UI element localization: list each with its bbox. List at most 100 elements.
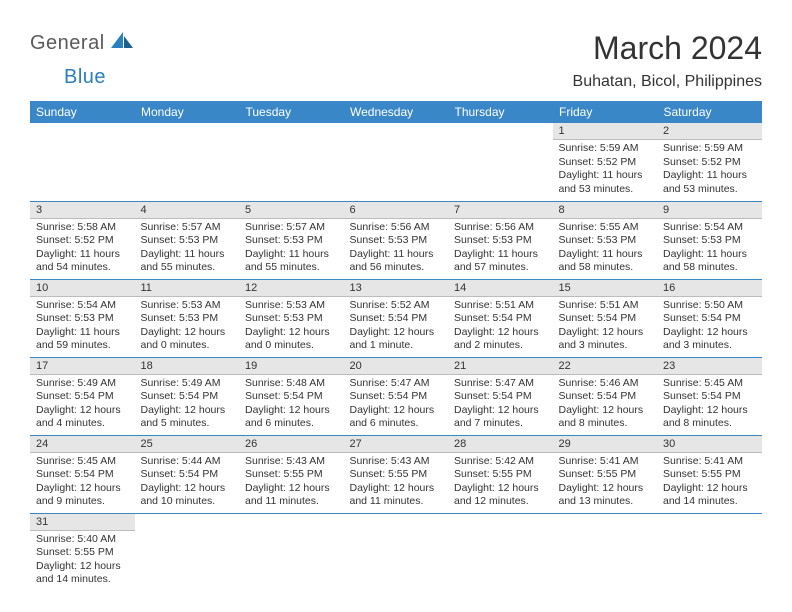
day-number: 14 <box>448 280 553 297</box>
daylight-text: Daylight: 12 hours and 5 minutes. <box>141 404 236 431</box>
day-number: 28 <box>448 436 553 453</box>
sunrise-text: Sunrise: 5:43 AM <box>245 455 340 469</box>
sunrise-text: Sunrise: 5:45 AM <box>663 377 758 391</box>
daylight-text: Daylight: 12 hours and 6 minutes. <box>245 404 340 431</box>
weekday-header: Saturday <box>657 101 762 123</box>
calendar-cell: 25Sunrise: 5:44 AMSunset: 5:54 PMDayligh… <box>135 435 240 513</box>
day-number: 31 <box>30 514 135 531</box>
sunset-text: Sunset: 5:52 PM <box>663 156 758 170</box>
sunrise-text: Sunrise: 5:44 AM <box>141 455 236 469</box>
calendar-cell: 2Sunrise: 5:59 AMSunset: 5:52 PMDaylight… <box>657 123 762 201</box>
sunrise-text: Sunrise: 5:47 AM <box>350 377 445 391</box>
calendar-cell: .. <box>448 123 553 201</box>
calendar-cell: 22Sunrise: 5:46 AMSunset: 5:54 PMDayligh… <box>553 357 658 435</box>
sunrise-text: Sunrise: 5:54 AM <box>663 221 758 235</box>
sunset-text: Sunset: 5:55 PM <box>350 468 445 482</box>
day-number: 20 <box>344 358 449 375</box>
weekday-header-row: SundayMondayTuesdayWednesdayThursdayFrid… <box>30 101 762 123</box>
weekday-header: Wednesday <box>344 101 449 123</box>
day-number: 26 <box>239 436 344 453</box>
daylight-text: Daylight: 12 hours and 2 minutes. <box>454 326 549 353</box>
sunrise-text: Sunrise: 5:40 AM <box>36 533 131 547</box>
daylight-text: Daylight: 12 hours and 4 minutes. <box>36 404 131 431</box>
day-details: Sunrise: 5:54 AMSunset: 5:53 PMDaylight:… <box>657 219 762 278</box>
calendar-cell: 9Sunrise: 5:54 AMSunset: 5:53 PMDaylight… <box>657 201 762 279</box>
sunrise-text: Sunrise: 5:42 AM <box>454 455 549 469</box>
calendar-cell: 20Sunrise: 5:47 AMSunset: 5:54 PMDayligh… <box>344 357 449 435</box>
day-details: Sunrise: 5:58 AMSunset: 5:52 PMDaylight:… <box>30 219 135 278</box>
sunrise-text: Sunrise: 5:57 AM <box>245 221 340 235</box>
day-details: Sunrise: 5:57 AMSunset: 5:53 PMDaylight:… <box>239 219 344 278</box>
day-details: Sunrise: 5:40 AMSunset: 5:55 PMDaylight:… <box>30 531 135 590</box>
calendar-cell: 23Sunrise: 5:45 AMSunset: 5:54 PMDayligh… <box>657 357 762 435</box>
sunrise-text: Sunrise: 5:49 AM <box>36 377 131 391</box>
logo-text-blue: Blue <box>64 66 106 89</box>
calendar-cell: 3Sunrise: 5:58 AMSunset: 5:52 PMDaylight… <box>30 201 135 279</box>
day-number: 5 <box>239 202 344 219</box>
calendar-cell: 1Sunrise: 5:59 AMSunset: 5:52 PMDaylight… <box>553 123 658 201</box>
calendar-cell: 29Sunrise: 5:41 AMSunset: 5:55 PMDayligh… <box>553 435 658 513</box>
calendar-row: ..........1Sunrise: 5:59 AMSunset: 5:52 … <box>30 123 762 201</box>
daylight-text: Daylight: 12 hours and 0 minutes. <box>141 326 236 353</box>
day-details: Sunrise: 5:47 AMSunset: 5:54 PMDaylight:… <box>448 375 553 434</box>
day-details: Sunrise: 5:49 AMSunset: 5:54 PMDaylight:… <box>30 375 135 434</box>
day-number: 23 <box>657 358 762 375</box>
day-number: 4 <box>135 202 240 219</box>
daylight-text: Daylight: 12 hours and 0 minutes. <box>245 326 340 353</box>
sunrise-text: Sunrise: 5:58 AM <box>36 221 131 235</box>
calendar-cell: .. <box>239 123 344 201</box>
sunset-text: Sunset: 5:54 PM <box>559 312 654 326</box>
day-number: 16 <box>657 280 762 297</box>
day-details: Sunrise: 5:56 AMSunset: 5:53 PMDaylight:… <box>344 219 449 278</box>
daylight-text: Daylight: 12 hours and 9 minutes. <box>36 482 131 509</box>
weekday-header: Friday <box>553 101 658 123</box>
daylight-text: Daylight: 11 hours and 58 minutes. <box>663 248 758 275</box>
daylight-text: Daylight: 12 hours and 8 minutes. <box>663 404 758 431</box>
daylight-text: Daylight: 12 hours and 13 minutes. <box>559 482 654 509</box>
calendar-cell: .. <box>30 123 135 201</box>
sunrise-text: Sunrise: 5:43 AM <box>350 455 445 469</box>
day-details: Sunrise: 5:50 AMSunset: 5:54 PMDaylight:… <box>657 297 762 356</box>
sunset-text: Sunset: 5:52 PM <box>559 156 654 170</box>
sunrise-text: Sunrise: 5:53 AM <box>245 299 340 313</box>
sunset-text: Sunset: 5:53 PM <box>141 234 236 248</box>
daylight-text: Daylight: 11 hours and 55 minutes. <box>245 248 340 275</box>
daylight-text: Daylight: 12 hours and 10 minutes. <box>141 482 236 509</box>
day-number: 9 <box>657 202 762 219</box>
calendar-cell: .. <box>448 513 553 591</box>
day-details: Sunrise: 5:53 AMSunset: 5:53 PMDaylight:… <box>135 297 240 356</box>
day-number: 25 <box>135 436 240 453</box>
calendar-cell: .. <box>657 513 762 591</box>
daylight-text: Daylight: 12 hours and 3 minutes. <box>559 326 654 353</box>
calendar-cell: 13Sunrise: 5:52 AMSunset: 5:54 PMDayligh… <box>344 279 449 357</box>
calendar-cell: 31Sunrise: 5:40 AMSunset: 5:55 PMDayligh… <box>30 513 135 591</box>
day-number: 6 <box>344 202 449 219</box>
calendar-row: 10Sunrise: 5:54 AMSunset: 5:53 PMDayligh… <box>30 279 762 357</box>
sunset-text: Sunset: 5:55 PM <box>245 468 340 482</box>
day-number: 27 <box>344 436 449 453</box>
weekday-header: Sunday <box>30 101 135 123</box>
day-details: Sunrise: 5:41 AMSunset: 5:55 PMDaylight:… <box>657 453 762 512</box>
sunset-text: Sunset: 5:53 PM <box>245 234 340 248</box>
sunrise-text: Sunrise: 5:51 AM <box>454 299 549 313</box>
logo-sail-icon <box>109 30 135 57</box>
calendar-cell: 4Sunrise: 5:57 AMSunset: 5:53 PMDaylight… <box>135 201 240 279</box>
day-details: Sunrise: 5:44 AMSunset: 5:54 PMDaylight:… <box>135 453 240 512</box>
sunset-text: Sunset: 5:54 PM <box>663 312 758 326</box>
daylight-text: Daylight: 11 hours and 56 minutes. <box>350 248 445 275</box>
calendar-cell: 10Sunrise: 5:54 AMSunset: 5:53 PMDayligh… <box>30 279 135 357</box>
day-details: Sunrise: 5:52 AMSunset: 5:54 PMDaylight:… <box>344 297 449 356</box>
calendar-cell: 16Sunrise: 5:50 AMSunset: 5:54 PMDayligh… <box>657 279 762 357</box>
sunrise-text: Sunrise: 5:48 AM <box>245 377 340 391</box>
calendar-cell: .. <box>344 123 449 201</box>
sunset-text: Sunset: 5:54 PM <box>350 390 445 404</box>
calendar-cell: 14Sunrise: 5:51 AMSunset: 5:54 PMDayligh… <box>448 279 553 357</box>
day-details: Sunrise: 5:54 AMSunset: 5:53 PMDaylight:… <box>30 297 135 356</box>
weekday-header: Monday <box>135 101 240 123</box>
calendar-cell: .. <box>553 513 658 591</box>
sunrise-text: Sunrise: 5:50 AM <box>663 299 758 313</box>
calendar-cell: 26Sunrise: 5:43 AMSunset: 5:55 PMDayligh… <box>239 435 344 513</box>
sunrise-text: Sunrise: 5:47 AM <box>454 377 549 391</box>
daylight-text: Daylight: 12 hours and 3 minutes. <box>663 326 758 353</box>
day-number: 13 <box>344 280 449 297</box>
